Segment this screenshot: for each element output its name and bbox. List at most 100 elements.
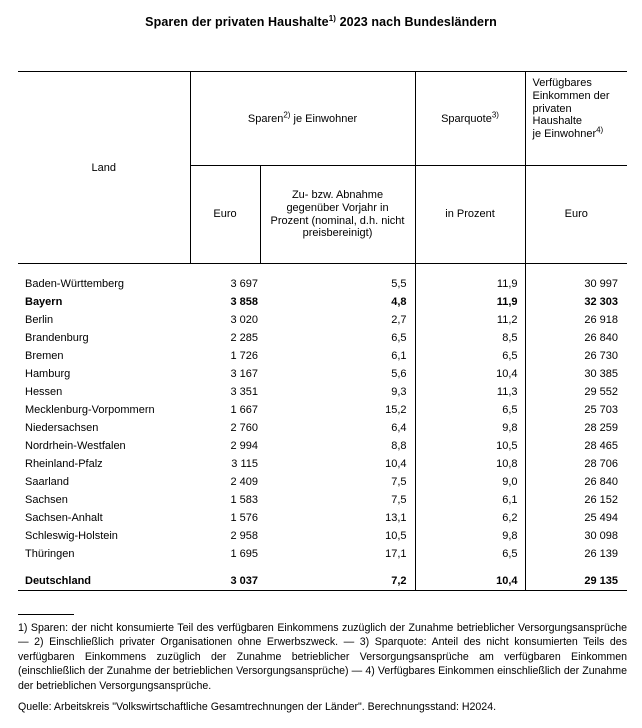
cell-sparquote: 6,5 bbox=[415, 347, 526, 365]
cell-euro: 3 037 bbox=[190, 563, 260, 591]
cell-land: Niedersachsen bbox=[25, 422, 99, 434]
cell-land: Brandenburg bbox=[25, 332, 89, 344]
table-row: Nordrhein-Westfalen 2 994 8,8 10,5 28 46… bbox=[18, 437, 627, 455]
cell-euro: 1 576 bbox=[230, 512, 258, 524]
source-text: Quelle: Arbeitskreis "Volkswirtschaftlic… bbox=[18, 701, 497, 714]
column-header-sparquote: Sparquote3) bbox=[415, 71, 526, 166]
cell-sparquote: 11,2 bbox=[415, 311, 526, 329]
table-row: Sachsen-Anhalt 1 576 13,1 6,2 25 494 bbox=[18, 509, 627, 527]
einkommen-footnote-marker: 4) bbox=[596, 125, 604, 135]
subheader-euro-2: Euro bbox=[525, 165, 628, 264]
cell-euro: 3 115 bbox=[231, 458, 258, 470]
cell-einkommen: 29 552 bbox=[584, 386, 619, 398]
cell-euro: 2 958 bbox=[230, 530, 258, 542]
column-header-einkommen: Verfügbares Einkommen der privaten Haush… bbox=[525, 71, 628, 166]
cell-euro: 1 583 bbox=[230, 494, 258, 506]
cell-land: Mecklenburg-Vorpommern bbox=[25, 404, 155, 416]
table-row: Hessen 3 351 9,3 11,3 29 552 bbox=[18, 383, 627, 401]
cell-einkommen: 26 840 bbox=[584, 332, 619, 344]
cell-sparquote: 11,9 bbox=[415, 263, 526, 293]
cell-euro: 2 285 bbox=[230, 332, 258, 344]
table-row: Rheinland-Pfalz 3 115 10,4 10,8 28 706 bbox=[18, 455, 627, 473]
cell-einkommen: 29 135 bbox=[525, 563, 628, 591]
cell-einkommen: 30 385 bbox=[584, 368, 619, 380]
cell-land: Sachsen bbox=[25, 494, 68, 506]
cell-euro: 3 167 bbox=[230, 368, 258, 380]
cell-land: Bayern bbox=[25, 296, 63, 308]
table-row: Bayern 3 858 4,8 11,9 32 303 bbox=[18, 293, 627, 311]
cell-zu-abnahme: 9,3 bbox=[260, 383, 416, 401]
cell-land: Schleswig-Holstein bbox=[25, 530, 118, 542]
table-row: Sachsen 1 583 7,5 6,1 26 152 bbox=[18, 491, 627, 509]
cell-euro: 3 858 bbox=[230, 296, 258, 308]
cell-land: Baden-Württemberg bbox=[25, 278, 125, 290]
cell-einkommen: 32 303 bbox=[584, 296, 619, 308]
cell-sparquote: 10,8 bbox=[415, 455, 526, 473]
cell-land: Saarland bbox=[25, 476, 70, 488]
cell-sparquote: 8,5 bbox=[415, 329, 526, 347]
cell-land: Bremen bbox=[25, 350, 64, 362]
cell-land: Sachsen-Anhalt bbox=[25, 512, 103, 524]
table-row: Hamburg 3 167 5,6 10,4 30 385 bbox=[18, 365, 627, 383]
cell-sparquote: 10,4 bbox=[415, 563, 526, 591]
cell-einkommen: 26 918 bbox=[584, 314, 619, 326]
cell-einkommen: 26 840 bbox=[584, 476, 619, 488]
cell-zu-abnahme: 7,5 bbox=[260, 491, 416, 509]
sparen-footnote-marker: 2) bbox=[283, 109, 291, 119]
cell-euro: 3 697 bbox=[230, 278, 258, 290]
cell-sparquote: 10,5 bbox=[415, 437, 526, 455]
cell-euro: 1 695 bbox=[230, 548, 258, 560]
cell-sparquote: 6,5 bbox=[415, 401, 526, 419]
cell-einkommen: 26 152 bbox=[584, 494, 619, 506]
table-row: Bremen 1 726 6,1 6,5 26 730 bbox=[18, 347, 627, 365]
cell-euro: 2 760 bbox=[230, 422, 258, 434]
cell-land: Berlin bbox=[25, 314, 54, 326]
cell-sparquote: 11,3 bbox=[415, 383, 526, 401]
page-title-text-2: 2023 nach Bundesländern bbox=[336, 15, 497, 29]
cell-zu-abnahme: 2,7 bbox=[260, 311, 416, 329]
cell-einkommen: 25 703 bbox=[584, 404, 619, 416]
cell-land: Deutschland bbox=[18, 563, 190, 591]
cell-zu-abnahme: 6,4 bbox=[260, 419, 416, 437]
cell-sparquote: 10,4 bbox=[415, 365, 526, 383]
cell-zu-abnahme: 13,1 bbox=[260, 509, 416, 527]
table-row: Niedersachsen 2 760 6,4 9,8 28 259 bbox=[18, 419, 627, 437]
cell-einkommen: 28 259 bbox=[584, 422, 619, 434]
cell-land: Hessen bbox=[25, 386, 63, 398]
column-header-land: Land bbox=[18, 71, 191, 264]
cell-land: Hamburg bbox=[25, 368, 71, 380]
cell-euro: 1 726 bbox=[230, 350, 258, 362]
cell-zu-abnahme: 10,5 bbox=[260, 527, 416, 545]
cell-zu-abnahme: 7,2 bbox=[260, 563, 416, 591]
footnotes-text: 1) Sparen: der nicht konsumierte Teil de… bbox=[18, 622, 627, 692]
cell-einkommen: 30 098 bbox=[584, 530, 619, 542]
table-row: Berlin 3 020 2,7 11,2 26 918 bbox=[18, 311, 627, 329]
subheader-euro: Euro bbox=[190, 165, 261, 264]
cell-zu-abnahme: 4,8 bbox=[260, 293, 416, 311]
cell-zu-abnahme: 7,5 bbox=[260, 473, 416, 491]
cell-einkommen: 26 139 bbox=[584, 548, 619, 560]
subheader-prozent: in Prozent bbox=[415, 165, 526, 264]
cell-sparquote: 9,0 bbox=[415, 473, 526, 491]
cell-zu-abnahme: 6,1 bbox=[260, 347, 416, 365]
cell-euro: 1 667 bbox=[230, 404, 258, 416]
cell-sparquote: 9,8 bbox=[415, 419, 526, 437]
table-header: Land Sparen2) je Einwohner Sparquote3) V… bbox=[18, 71, 628, 264]
subheader-zu-abnahme: Zu- bzw. Abnahme gegenüber Vorjahr in Pr… bbox=[260, 165, 416, 264]
cell-euro: 2 409 bbox=[230, 476, 258, 488]
cell-zu-abnahme: 15,2 bbox=[260, 401, 416, 419]
cell-land: Rheinland-Pfalz bbox=[25, 458, 103, 470]
table-row: Schleswig-Holstein 2 958 10,5 9,8 30 098 bbox=[18, 527, 627, 545]
cell-euro: 2 994 bbox=[230, 440, 258, 452]
sparquote-footnote-marker: 3) bbox=[491, 109, 499, 119]
table-row: Baden-Württemberg 3 697 5,5 11,9 30 997 bbox=[18, 263, 627, 293]
title-footnote-marker: 1) bbox=[328, 13, 337, 23]
table-row: Mecklenburg-Vorpommern 1 667 15,2 6,5 25… bbox=[18, 401, 627, 419]
table-row: Brandenburg 2 285 6,5 8,5 26 840 bbox=[18, 329, 627, 347]
cell-zu-abnahme: 5,5 bbox=[260, 263, 416, 293]
cell-einkommen: 25 494 bbox=[584, 512, 619, 524]
cell-einkommen: 28 706 bbox=[584, 458, 619, 470]
footnote-rule bbox=[18, 614, 74, 615]
cell-euro: 3 020 bbox=[230, 314, 258, 326]
cell-einkommen: 26 730 bbox=[584, 350, 619, 362]
